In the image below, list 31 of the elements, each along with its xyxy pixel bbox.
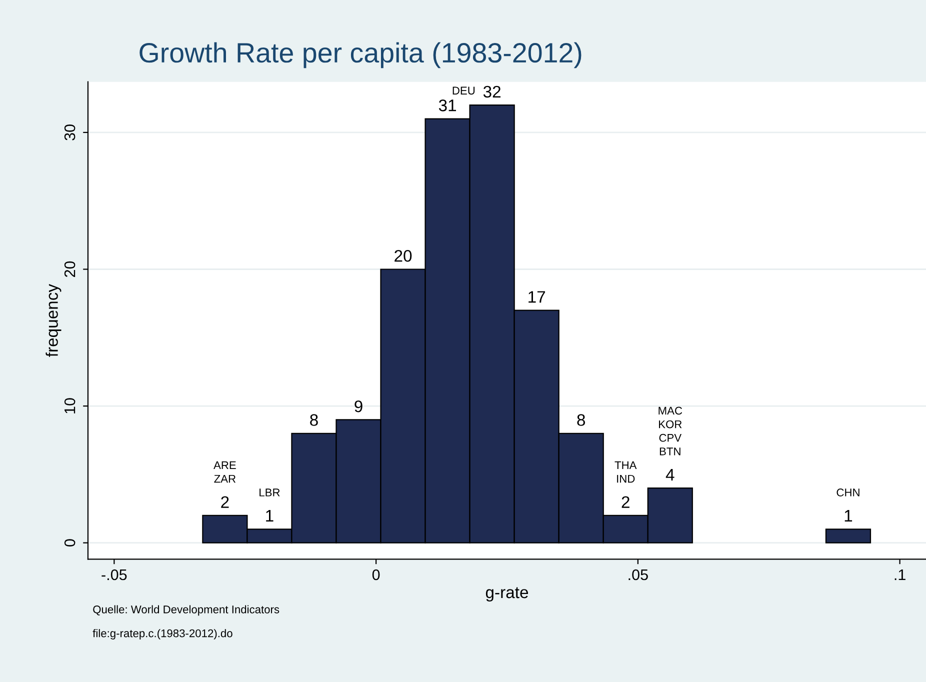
annotation: LBR	[260, 488, 280, 496]
data-label: 17	[528, 291, 546, 303]
annotation: CHN	[836, 488, 860, 496]
annotation: THA IND	[614, 461, 637, 483]
chart-title: Growth Rate per capita (1983-2012)	[140, 42, 582, 68]
data-label: 9	[354, 400, 362, 412]
x-tick-label: 0	[372, 569, 380, 580]
data-label: 8	[577, 414, 586, 426]
annotation: ARE ZAR	[214, 461, 236, 483]
y-axis-title: frequency	[46, 284, 62, 357]
annotation: MAC KOR CPV BTN	[658, 406, 682, 456]
x-tick-label: .05	[628, 569, 648, 580]
source-note: Quelle: World Development Indicators	[93, 605, 280, 616]
text: file:g-ratep.c.(1983-2012).do	[92, 629, 232, 640]
data-label: 1	[844, 510, 852, 522]
y-tick-label: 30	[64, 124, 76, 140]
x-axis-title: g-rate	[486, 587, 528, 602]
x-tick-label: .1	[894, 570, 906, 580]
data-label: 2	[622, 496, 630, 508]
data-label: 1	[266, 510, 274, 522]
y-tick-label: 10	[64, 398, 76, 414]
x-tick-label: -.05	[102, 569, 127, 580]
data-label: 31	[438, 100, 456, 112]
y-tick-label: 20	[64, 261, 76, 277]
annotation: DEU	[452, 86, 475, 95]
data-label: 2	[221, 496, 229, 508]
y-tick-label: 0	[64, 539, 76, 546]
data-label: 32	[483, 86, 500, 98]
data-label: 20	[394, 250, 412, 262]
data-label: 8	[310, 414, 318, 426]
data-label: 4	[666, 469, 674, 480]
